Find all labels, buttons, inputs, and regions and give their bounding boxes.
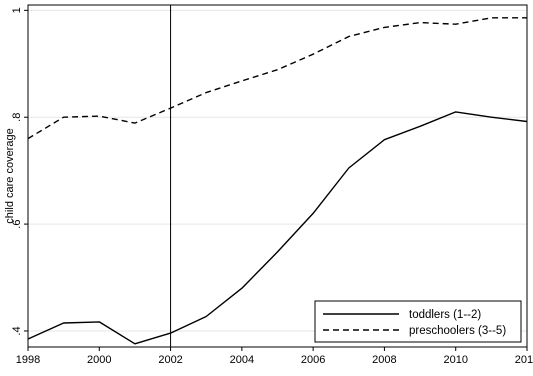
x-tick-label: 2002 [158,354,182,366]
y-tick-label: .8 [11,113,23,122]
y-axis-title: child care coverage [4,128,16,223]
legend-label-toddlers: toddlers (1--2) [409,309,481,321]
y-tick-label: .4 [11,326,23,335]
x-tick-label: 2008 [372,354,396,366]
legend: toddlers (1--2) preschoolers (3--5) [314,300,522,343]
grid-lines [28,9,527,332]
x-tick-label: 2012 [515,354,533,366]
x-axis-ticks: 1998 2000 2002 2004 2006 2008 2010 2012 [16,347,533,366]
x-tick-label: 2006 [301,354,325,366]
y-tick-label: 1 [11,7,23,13]
series-layer [27,17,528,345]
y-tick-label: .6 [11,220,23,229]
x-tick-label: 2004 [230,354,254,366]
plot-frame [27,4,528,348]
x-tick-label: 2000 [87,354,111,366]
legend-box [314,300,522,343]
x-tick-label: 2010 [443,354,467,366]
series-line-preschoolers [27,17,527,140]
series-line-toddlers [27,111,528,345]
y-axis-ticks: .4 .6 .8 1 [11,7,28,336]
legend-label-preschoolers: preschoolers (3--5) [409,325,506,337]
x-tick-label: 1998 [16,354,40,366]
